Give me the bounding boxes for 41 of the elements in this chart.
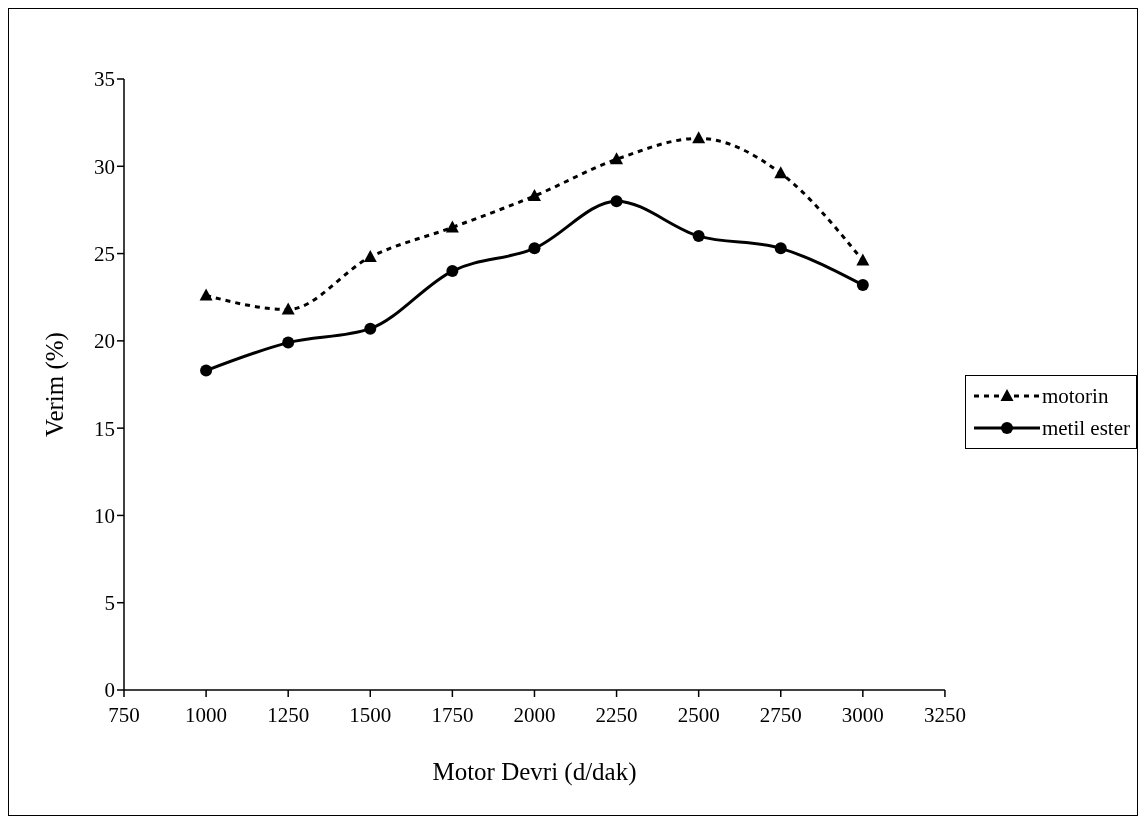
point bbox=[856, 278, 869, 291]
y-tick-label: 35 bbox=[94, 67, 115, 92]
x-tick-label: 1500 bbox=[349, 702, 392, 727]
x-tick-label: 3000 bbox=[841, 702, 884, 727]
point bbox=[528, 242, 541, 255]
x-tick-label: 1250 bbox=[267, 702, 310, 727]
point bbox=[446, 265, 459, 278]
y-tick-label: 15 bbox=[94, 416, 115, 441]
point bbox=[200, 364, 213, 377]
point bbox=[774, 166, 788, 179]
point bbox=[364, 322, 377, 335]
y-tick-label: 10 bbox=[94, 503, 115, 528]
legend-label: motorin bbox=[1041, 383, 1109, 409]
x-tick-label: 2750 bbox=[759, 702, 802, 727]
x-tick-label: 1750 bbox=[431, 702, 474, 727]
y-tick-label: 30 bbox=[94, 154, 115, 179]
point bbox=[610, 152, 624, 165]
x-tick-label: 1000 bbox=[185, 702, 228, 727]
y-tick-label: 5 bbox=[104, 591, 115, 616]
point bbox=[445, 220, 459, 233]
point bbox=[692, 230, 705, 243]
point bbox=[692, 131, 706, 144]
legend-label: metil ester bbox=[1041, 415, 1130, 441]
point bbox=[527, 188, 541, 201]
y-axis-title: Verim (%) bbox=[40, 332, 69, 437]
x-tick-label: 3250 bbox=[923, 702, 966, 727]
y-tick-label: 0 bbox=[104, 678, 115, 703]
point bbox=[199, 288, 213, 301]
point bbox=[774, 242, 787, 255]
x-axis-title: Motor Devri (d/dak) bbox=[432, 758, 637, 786]
point bbox=[282, 336, 295, 349]
y-tick-label: 25 bbox=[94, 242, 115, 267]
point bbox=[281, 302, 295, 315]
y-tick-label: 20 bbox=[94, 329, 115, 354]
point bbox=[363, 250, 377, 263]
x-tick-label: 2000 bbox=[513, 702, 556, 727]
x-tick-label: 750 bbox=[108, 702, 140, 727]
x-tick-label: 2250 bbox=[595, 702, 638, 727]
point bbox=[856, 253, 870, 266]
point bbox=[610, 195, 623, 208]
x-tick-label: 2500 bbox=[677, 702, 720, 727]
